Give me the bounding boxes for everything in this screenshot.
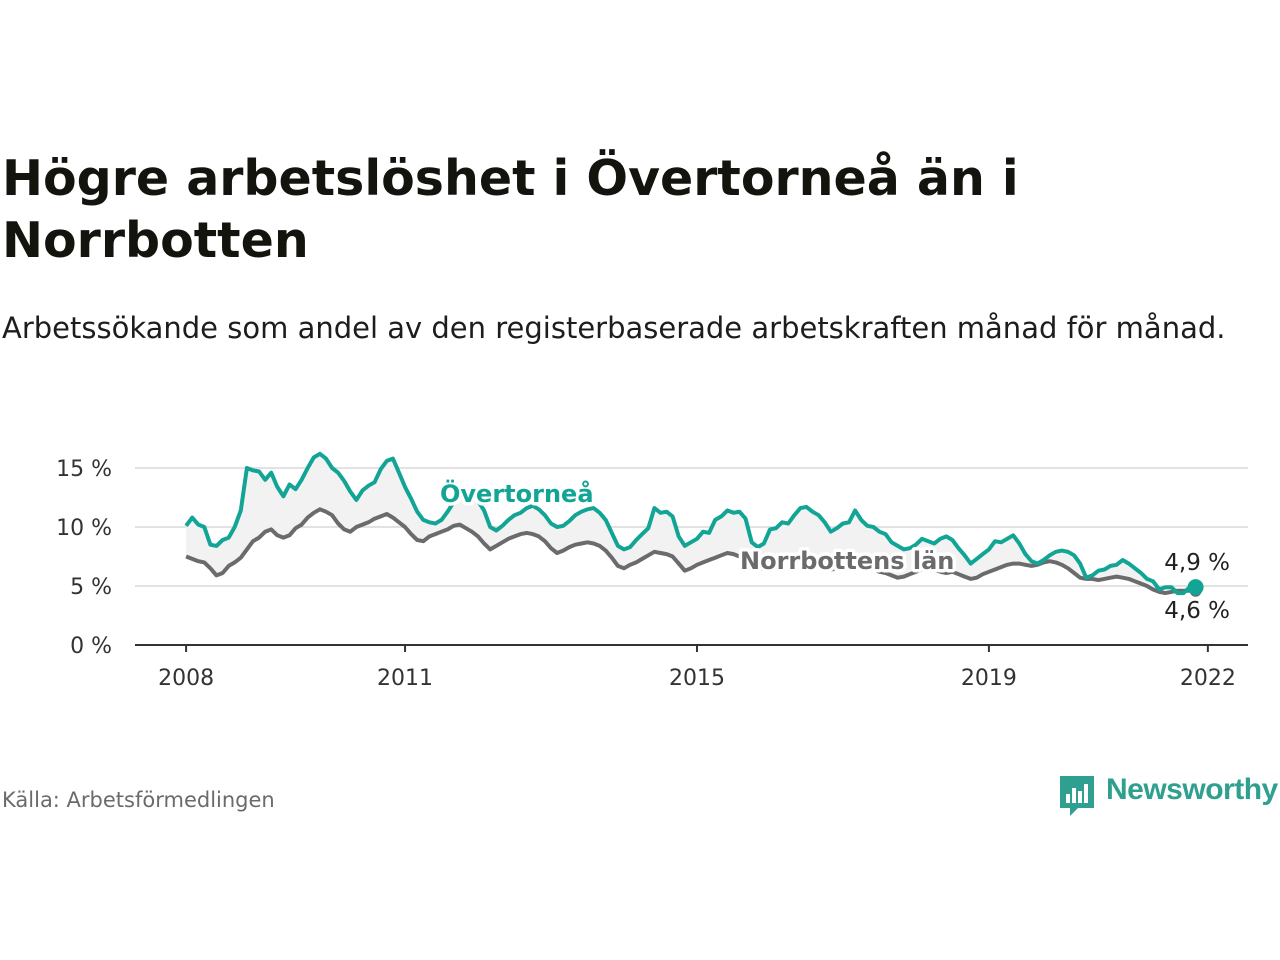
line-chart: 0 % 5 % 10 % 15 % 2008 2011 2015 2019 2022 Överto…	[56, 451, 1248, 691]
y-tick-label: 10 %	[56, 516, 112, 541]
y-tick-label: 5 %	[70, 575, 112, 600]
bar-chart-speech-icon	[1060, 776, 1094, 816]
y-tick-label: 15 %	[56, 457, 112, 482]
x-tick-label: 2022	[1180, 666, 1236, 691]
difference-band	[186, 453, 1190, 594]
series-line-norrbottens-lan	[185, 507, 1190, 596]
chart-subtitle: Arbetssökande som andel av den registerb…	[2, 311, 1226, 345]
x-tick-label: 2008	[158, 666, 214, 691]
source-note: Källa: Arbetsförmedlingen	[2, 788, 275, 812]
series-label-overtornea: Övertorneå	[440, 478, 594, 508]
y-tick-label: 0 %	[70, 634, 112, 659]
series-line-overtornea	[184, 451, 1191, 596]
newsworthy-logo[interactable]: Newsworthy	[1058, 772, 1280, 818]
end-point-overtornea	[1187, 579, 1204, 596]
x-tick-label: 2011	[377, 666, 433, 691]
series-label-norrbottens-lan: Norrbottens län	[740, 547, 954, 575]
brand-name: Newsworthy	[1106, 773, 1278, 806]
x-tick-label: 2019	[961, 666, 1017, 691]
chart-title: Högre arbetslöshet i Övertorneå än i Nor…	[2, 150, 1019, 269]
end-value-label-norrbottens-lan: 4,6 %	[1164, 598, 1230, 624]
x-tick-label: 2015	[669, 666, 725, 691]
end-value-label-overtornea: 4,9 %	[1164, 550, 1230, 576]
